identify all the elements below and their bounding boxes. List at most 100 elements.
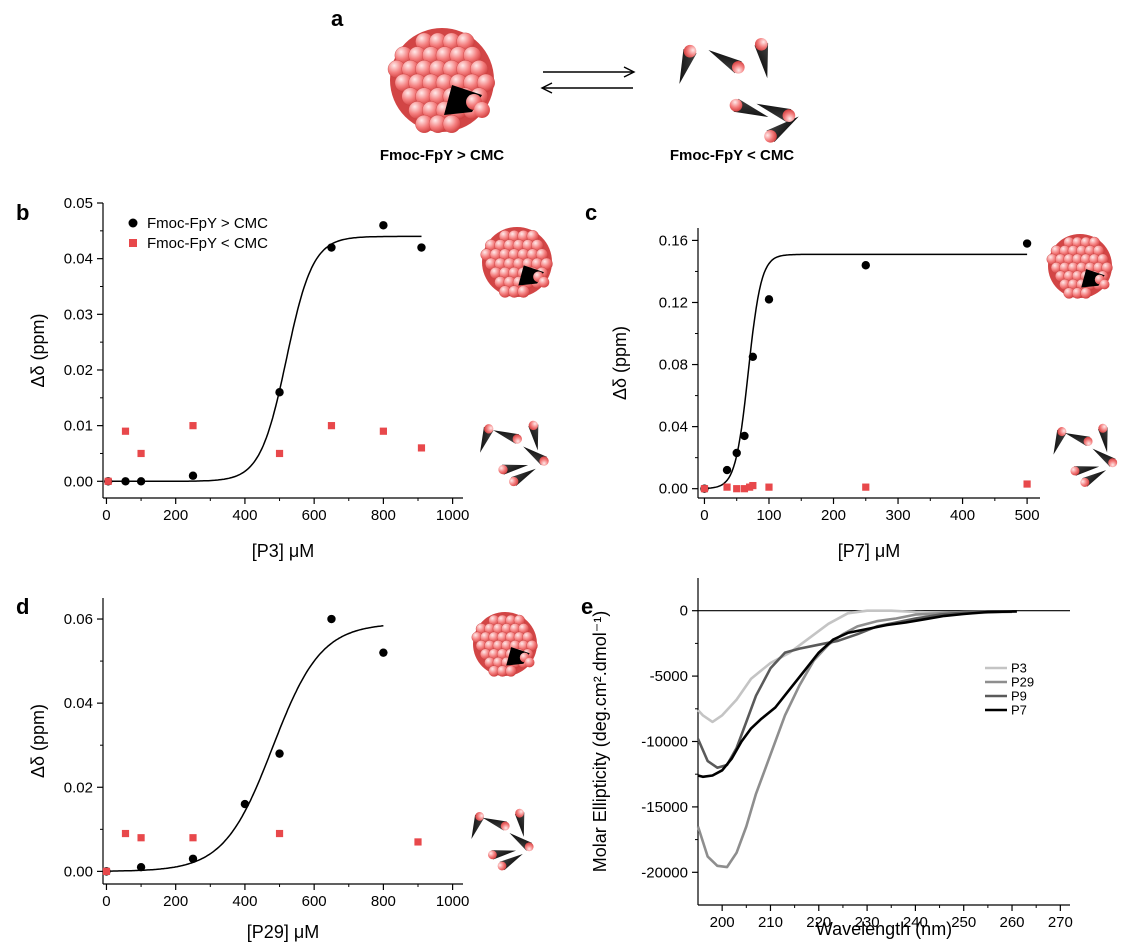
data-point-above-cmc-c xyxy=(732,448,741,458)
data-point-above-cmc-d xyxy=(136,862,146,872)
data-point-below-cmc-c xyxy=(700,485,709,493)
data-point-below-cmc-c xyxy=(862,483,870,491)
y-tick-label-b: 0.05 xyxy=(64,195,93,212)
legend-label-p29: P29 xyxy=(1011,675,1034,690)
x-axis-label-c: [P7] μM xyxy=(838,541,900,561)
x-tick-label-c: 500 xyxy=(1015,507,1040,524)
y-tick-label-d: 0.02 xyxy=(64,779,93,796)
fit-curve-c xyxy=(704,253,1028,490)
series-line-p7 xyxy=(697,610,1017,779)
y-tick-label-e: -15000 xyxy=(641,799,688,816)
x-tick-label-d: 200 xyxy=(163,893,188,910)
data-point-above-cmc-b xyxy=(188,471,198,480)
y-tick-label-b: 0.01 xyxy=(64,418,93,435)
data-point-below-cmc-d xyxy=(121,829,130,838)
y-tick-label-b: 0.03 xyxy=(64,306,93,323)
y-tick-label-c: 0.16 xyxy=(659,232,688,249)
data-point-below-cmc-b xyxy=(327,422,336,430)
data-point-below-cmc-b xyxy=(104,477,112,485)
x-tick-label-e: 200 xyxy=(710,914,735,931)
x-tick-label-b: 600 xyxy=(302,507,327,524)
data-point-below-cmc-b xyxy=(137,449,145,458)
data-point-above-cmc-d xyxy=(327,614,336,624)
x-tick-label-c: 300 xyxy=(886,507,911,524)
x-axis-label-d: [P29] μM xyxy=(247,922,319,942)
micelle-sphere-icon xyxy=(387,28,495,133)
legend-label-below-cmc: Fmoc-FpY < CMC xyxy=(147,235,268,252)
x-tick-label-e: 250 xyxy=(951,914,976,931)
data-point-below-cmc-c xyxy=(723,483,731,491)
legend-label-above-cmc: Fmoc-FpY > CMC xyxy=(147,215,268,232)
data-point-below-cmc-b xyxy=(275,449,284,458)
data-point-above-cmc-c xyxy=(740,431,749,441)
x-tick-label-e: 240 xyxy=(903,914,928,931)
y-tick-label-e: -20000 xyxy=(641,864,688,881)
data-point-below-cmc-c xyxy=(740,485,749,493)
y-axis-label-d: Δδ (ppm) xyxy=(28,704,48,778)
data-point-below-cmc-b xyxy=(121,427,130,435)
data-point-above-cmc-c xyxy=(861,261,870,270)
data-point-below-cmc-c xyxy=(749,481,757,490)
x-tick-label-b: 1000 xyxy=(436,507,469,524)
caption-above-cmc: Fmoc-FpY > CMC xyxy=(380,147,504,164)
x-tick-label-c: 200 xyxy=(821,507,846,524)
data-point-above-cmc-b xyxy=(136,477,146,486)
panel-label-d: d xyxy=(16,594,29,619)
legend-label-p7: P7 xyxy=(1011,703,1027,718)
panel-label-b: b xyxy=(16,200,29,225)
x-tick-label-e: 220 xyxy=(806,914,831,931)
chart-panel-b: b 0.00 0.01 0.02 0.03 0.04 0.05 0 200 400 600 800 10… xyxy=(16,195,469,561)
x-tick-label-c: 100 xyxy=(756,507,781,524)
y-tick-label-c: 0.00 xyxy=(659,481,688,498)
data-point-above-cmc-b xyxy=(275,388,284,397)
x-tick-label-b: 800 xyxy=(371,507,396,524)
equilibrium-arrows-icon xyxy=(540,66,636,94)
x-tick-label-b: 400 xyxy=(232,507,257,524)
y-tick-label-d: 0.04 xyxy=(64,695,93,712)
x-tick-label-d: 1000 xyxy=(436,893,469,910)
data-point-below-cmc-d xyxy=(137,834,145,842)
fit-curve-b xyxy=(108,235,422,483)
monomer-cone-icon xyxy=(679,37,799,143)
data-point-above-cmc-c xyxy=(722,465,732,475)
data-point-below-cmc-b xyxy=(417,444,426,452)
data-point-above-cmc-d xyxy=(240,799,250,809)
x-tick-label-c: 400 xyxy=(950,507,975,524)
data-point-above-cmc-c xyxy=(764,295,774,304)
monomer-cone-icon xyxy=(471,808,534,871)
y-tick-label-e: -10000 xyxy=(641,734,688,751)
y-axis-label-c: Δδ (ppm) xyxy=(610,326,630,400)
chart-panel-d: d 0.00 0.02 0.04 0.06 0 200 400 600 800 1000 [P29] … xyxy=(16,594,469,942)
fit-curve-d xyxy=(106,625,384,872)
panel-label-e: e xyxy=(581,594,593,619)
data-point-below-cmc-d xyxy=(275,829,284,838)
chart-panel-c: c 0.00 0.04 0.08 0.12 0.16 0 100 200 300 400 500 [P7… xyxy=(585,200,1040,561)
monomer-cone-icon xyxy=(1053,423,1118,487)
data-point-above-cmc-c xyxy=(748,352,758,361)
x-tick-label-b: 200 xyxy=(163,507,188,524)
caption-below-cmc: Fmoc-FpY < CMC xyxy=(670,147,794,164)
x-axis-label-b: [P3] μM xyxy=(252,541,314,561)
x-tick-label-d: 600 xyxy=(302,893,327,910)
data-point-above-cmc-c xyxy=(1022,239,1032,248)
legend-marker-above-cmc xyxy=(128,218,138,228)
panel-a-label: a xyxy=(331,6,344,31)
y-tick-label-b: 0.00 xyxy=(64,473,93,490)
y-tick-label-c: 0.04 xyxy=(659,419,688,436)
x-axis-label-e: Wavelength (nm) xyxy=(816,919,952,939)
data-point-above-cmc-d xyxy=(188,854,198,863)
data-point-above-cmc-b xyxy=(121,477,130,486)
data-point-below-cmc-d xyxy=(414,838,422,846)
monomer-cone-icon xyxy=(479,420,549,487)
data-point-above-cmc-b xyxy=(417,243,426,252)
y-tick-label-b: 0.04 xyxy=(64,251,93,268)
data-point-above-cmc-b xyxy=(327,243,336,252)
series-line-p29 xyxy=(696,610,1013,869)
x-tick-label-d: 800 xyxy=(371,893,396,910)
y-tick-label-c: 0.12 xyxy=(659,294,688,311)
x-tick-label-d: 0 xyxy=(102,893,110,910)
x-tick-label-e: 230 xyxy=(855,914,880,931)
data-point-below-cmc-d xyxy=(102,867,111,875)
x-tick-label-e: 270 xyxy=(1048,914,1073,931)
